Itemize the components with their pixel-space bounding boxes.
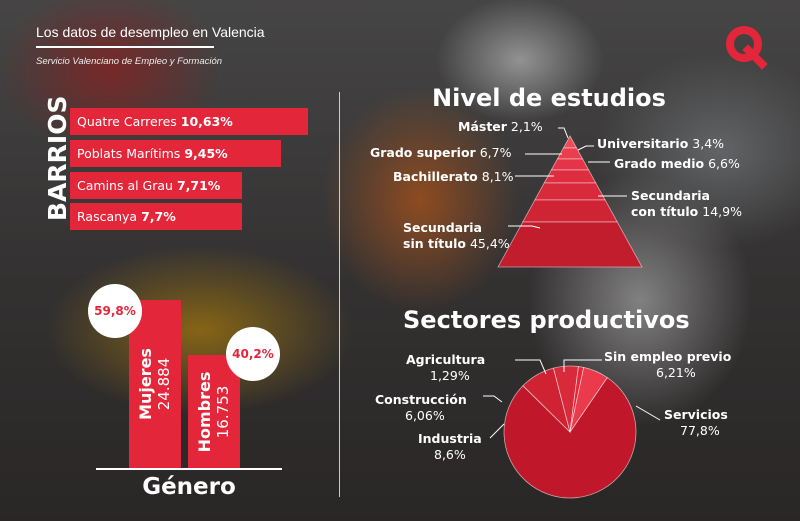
barrio-name: Camins al Grau bbox=[77, 178, 173, 193]
title-underline bbox=[36, 46, 214, 48]
barrio-value: 10,63% bbox=[180, 114, 233, 129]
pyramid-chart bbox=[497, 127, 643, 268]
pie-leader-line bbox=[515, 359, 547, 375]
pyramid-label-bachillerato: Bachillerato 8,1% bbox=[393, 169, 514, 184]
barrio-name: Poblats Marítims bbox=[77, 146, 181, 161]
pie-leader-line bbox=[483, 395, 503, 403]
sectores-title: Sectores productivos bbox=[403, 306, 690, 334]
mujeres-pct-badge: 59,8% bbox=[88, 284, 142, 338]
barrio-name: Quatre Carreres bbox=[77, 114, 177, 129]
estudios-title: Nivel de estudios bbox=[432, 84, 666, 112]
pie-label-servicios: Servicios 77,8% bbox=[664, 407, 728, 438]
barrio-value: 7,71% bbox=[176, 178, 221, 193]
column-divider bbox=[339, 92, 340, 497]
genero-label: Género bbox=[142, 474, 236, 500]
pyramid-layer-4 bbox=[534, 182, 606, 201]
pie-leader-line bbox=[635, 405, 661, 421]
mujeres-count: 24.884 bbox=[155, 357, 173, 411]
barrio-bar: Quatre Carreres 10,63% bbox=[70, 108, 308, 135]
pie-slice-sin-empleo-previo bbox=[569, 366, 608, 433]
pyramid-leader-line bbox=[558, 127, 569, 139]
hombres-bar bbox=[188, 355, 240, 468]
pie-leader-line bbox=[489, 423, 505, 439]
pie-label-industria: Industria 8,6% bbox=[418, 431, 482, 462]
barrio-bar: Poblats Marítims 9,45% bbox=[70, 140, 281, 167]
brand-logo-icon bbox=[726, 26, 768, 70]
pyramid-label-grado-superior: Grado superior 6,7% bbox=[370, 145, 512, 160]
barrio-value: 7,7% bbox=[141, 209, 176, 224]
pyramid-layer-2 bbox=[550, 158, 590, 171]
pie-label-construccion: Construcción 6,06% bbox=[375, 392, 467, 423]
hombres-text: Hombres 16.753 bbox=[195, 347, 233, 477]
hombres-label: Hombres bbox=[195, 371, 214, 453]
page-title: Los datos de desempleo en Valencia bbox=[36, 24, 265, 40]
pie-slice-servicios bbox=[503, 376, 637, 499]
pyramid-leader-line bbox=[508, 225, 541, 229]
pyramid-leader-line bbox=[577, 145, 594, 151]
pyramid-label-secundaria-con: Secundaria con título 14,9% bbox=[631, 188, 742, 219]
hombres-pct-badge: 40,2% bbox=[226, 327, 280, 381]
mujeres-text: Mujeres 24.884 bbox=[136, 314, 174, 454]
source-label: Servicio Valenciano de Empleo y Formació… bbox=[36, 56, 223, 67]
pyramid-label-secundaria-sin: Secundaria sin título 45,4% bbox=[403, 220, 510, 251]
barrio-bar: Camins al Grau 7,71% bbox=[70, 172, 242, 199]
pyramid-label-master: Máster 2,1% bbox=[458, 119, 543, 134]
barrios-label: BARRIOS bbox=[43, 95, 72, 221]
barrio-name: Rascanya bbox=[77, 209, 138, 224]
pie-label-agricultura: Agricultura 1,29% bbox=[406, 352, 486, 383]
pyramid-layer-6 bbox=[497, 221, 643, 268]
pyramid-layer-5 bbox=[522, 199, 618, 223]
pyramid-label-grado-medio: Grado medio 6,6% bbox=[614, 156, 740, 171]
pie-leader-line bbox=[563, 359, 602, 372]
pie-chart bbox=[483, 359, 661, 499]
pyramid-label-universitario: Universitario 3,4% bbox=[597, 136, 725, 151]
barrio-bar: Rascanya 7,7% bbox=[70, 203, 242, 230]
mujeres-bar bbox=[129, 300, 181, 468]
barrio-value: 9,45% bbox=[184, 146, 228, 161]
mujeres-label: Mujeres bbox=[136, 348, 155, 420]
pie-label-sin-empleo: Sin empleo previo 6,21% bbox=[604, 349, 732, 380]
pyramid-layer-0 bbox=[562, 135, 578, 149]
genero-baseline bbox=[96, 468, 282, 470]
